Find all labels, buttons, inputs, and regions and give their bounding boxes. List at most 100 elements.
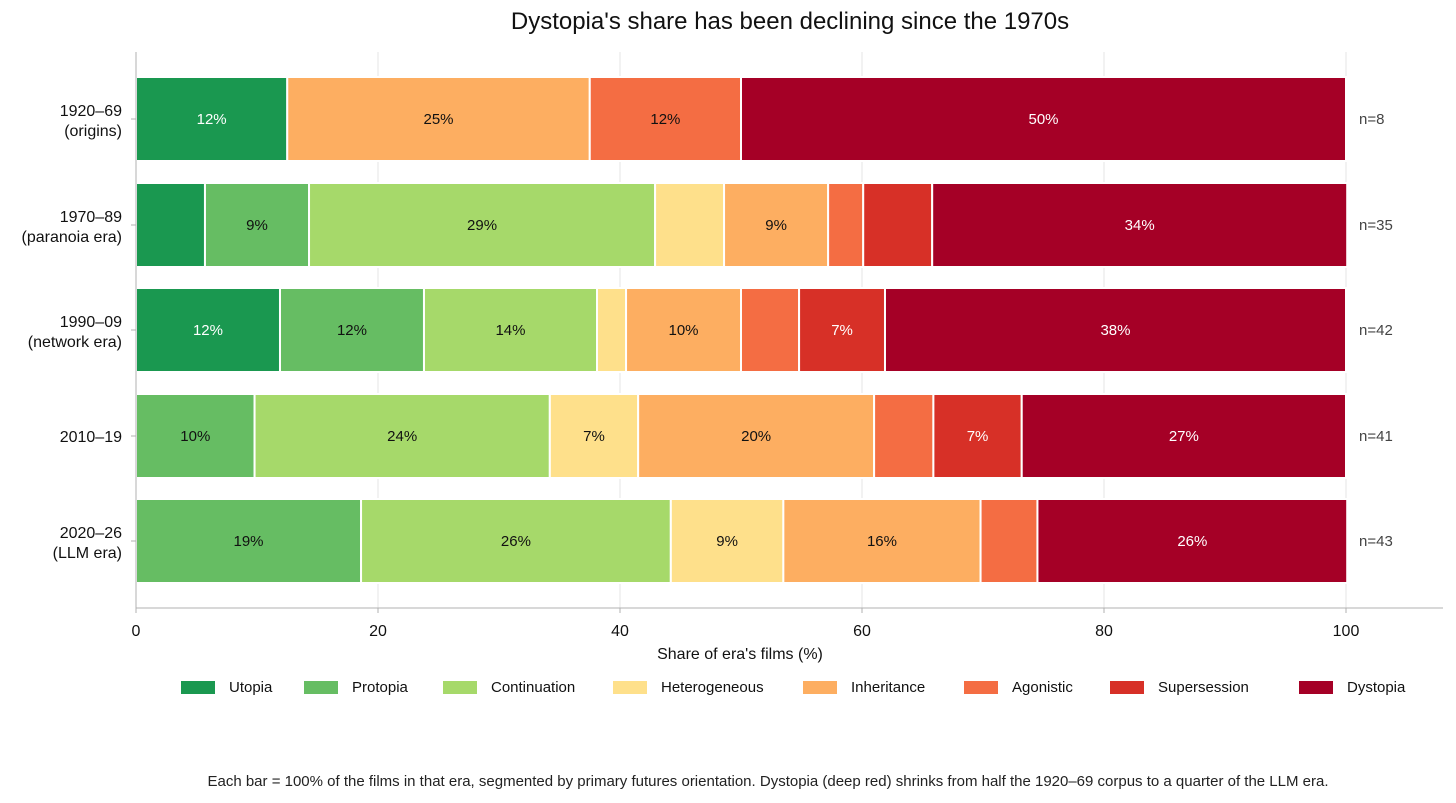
x-tick-label: 0: [132, 623, 141, 640]
bar-segment-supersession: [798, 287, 886, 373]
bar-value-label: 26%: [501, 533, 531, 550]
bar-value-label: 7%: [967, 428, 989, 445]
legend: Utopia Protopia Continuation Heterogeneous I…: [181, 677, 1441, 697]
bar-value-label: 29%: [467, 217, 497, 234]
bar-value-label: 34%: [1125, 217, 1155, 234]
bar-segment-supersession: [932, 393, 1023, 479]
bar-value-label: 20%: [741, 428, 771, 445]
bar-value-label: 7%: [831, 322, 853, 339]
bar-segment-dystopia: [931, 182, 1349, 268]
bar-value-label: 12%: [197, 111, 227, 128]
bar-value-label: 9%: [765, 217, 787, 234]
legend-label: Utopia: [229, 678, 273, 696]
bar-value-label: 27%: [1169, 428, 1199, 445]
bar-segment-agonistic: [740, 287, 801, 373]
bar-value-label: 38%: [1100, 322, 1130, 339]
bar-value-label: 12%: [650, 111, 680, 128]
bar-segment-dystopia: [740, 76, 1347, 162]
bar-value-label: 10%: [669, 322, 699, 339]
y-tick-label: (origins): [64, 123, 122, 140]
bar-value-label: 7%: [583, 428, 605, 445]
bar-segment-continuation: [253, 393, 551, 479]
sample-size-label: n=42: [1359, 322, 1393, 339]
bar-value-label: 12%: [193, 322, 223, 339]
y-tick-label: 2020–26: [60, 525, 122, 542]
bar-segment-continuation: [422, 287, 599, 373]
legend-label: Dystopia: [1347, 678, 1406, 696]
legend-label: Inheritance: [851, 678, 926, 696]
bar-segment-supersession: [862, 182, 934, 268]
legend-item-agonistic: Agonistic: [964, 677, 1073, 697]
bar-segment-inheritance: [723, 182, 830, 268]
bar-value-label: 24%: [387, 428, 417, 445]
sample-size-label: n=8: [1359, 111, 1384, 128]
bar-value-label: 10%: [180, 428, 210, 445]
axes: 0 20 40 60 80 100 1920–69 (origins) 1970–89 (para…: [22, 52, 1443, 640]
bar-value-label: 14%: [495, 322, 525, 339]
chart-caption: Each bar = 100% of the films in that era…: [207, 773, 1329, 790]
legend-item-utopia: Utopia: [181, 677, 272, 697]
legend-item-continuation: Continuation: [443, 677, 575, 697]
bar-value-label: 16%: [867, 533, 897, 550]
bar-segment-continuation: [360, 498, 672, 584]
bar-segment-heterogeneous: [669, 498, 785, 584]
legend-label: Protopia: [352, 678, 408, 696]
bar-segment-utopia: [135, 287, 281, 373]
legend-item-dystopia: Dystopia: [1299, 677, 1405, 697]
bar-value-label: 25%: [423, 111, 453, 128]
bar-segment-continuation: [308, 182, 657, 268]
bar-segment-inheritance: [782, 498, 982, 584]
bar-segment-protopia: [203, 182, 311, 268]
legend-item-supersession: Supersession: [1110, 677, 1249, 697]
bar-segment-dystopia: [883, 287, 1347, 373]
x-axis-label: Share of era's films (%): [657, 646, 823, 663]
legend-swatch: [304, 680, 338, 694]
bar-segment-heterogeneous: [654, 182, 726, 268]
bar-value-label: 19%: [234, 533, 264, 550]
legend-swatch: [613, 680, 647, 694]
legend-swatch: [964, 680, 998, 694]
y-tick-label: (paranoia era): [22, 229, 123, 246]
bar-segment-inheritance: [625, 287, 742, 373]
x-tick-label: 20: [369, 623, 387, 640]
bar-value-label: 26%: [1177, 533, 1207, 550]
legend-label: Continuation: [491, 678, 576, 696]
legend-swatch: [181, 680, 215, 694]
bar-value-label: 9%: [246, 217, 268, 234]
y-tick-label: 1990–09: [60, 314, 122, 331]
sample-size-label: n=35: [1359, 217, 1393, 234]
bar-segment-inheritance: [286, 76, 591, 162]
legend-swatch: [443, 680, 477, 694]
y-tick-label: (network era): [28, 334, 122, 351]
x-tick-label: 80: [1095, 623, 1113, 640]
bar-segment-agonistic: [827, 182, 865, 268]
legend-swatch: [1299, 680, 1333, 694]
bar-value-label: 50%: [1028, 111, 1058, 128]
bar-segment-protopia: [135, 498, 363, 584]
legend-swatch: [803, 680, 837, 694]
bar-segment-heterogeneous: [596, 287, 628, 373]
bar-segment-dystopia: [1036, 498, 1349, 584]
legend-swatch: [1110, 680, 1144, 694]
bar-segment-agonistic: [979, 498, 1039, 584]
bar-value-label: 12%: [337, 322, 367, 339]
legend-item-protopia: Protopia: [304, 677, 408, 697]
chart-title: Dystopia's share has been declining sinc…: [510, 8, 1070, 35]
legend-item-inheritance: Inheritance: [803, 677, 925, 697]
x-tick-label: 40: [611, 623, 629, 640]
y-tick-label: (LLM era): [53, 545, 122, 562]
bar-segment-utopia: [135, 182, 206, 268]
bars: [135, 76, 1349, 584]
sample-size-label: n=43: [1359, 533, 1393, 550]
bar-segment-protopia: [278, 287, 425, 373]
legend-label: Heterogeneous: [661, 678, 764, 696]
legend-label: Agonistic: [1012, 678, 1073, 696]
x-tick-label: 100: [1333, 623, 1360, 640]
bar-segment-agonistic: [873, 393, 935, 479]
y-tick-label: 2010–19: [60, 429, 122, 446]
y-tick-label: 1970–89: [60, 209, 122, 226]
x-tick-label: 60: [853, 623, 871, 640]
bar-segment-heterogeneous: [548, 393, 640, 479]
bar-labels: 12% 25% 12% 50% n=8 9% 29% 9% 34% n=35 12% 12% 14% 10…: [180, 111, 1393, 550]
